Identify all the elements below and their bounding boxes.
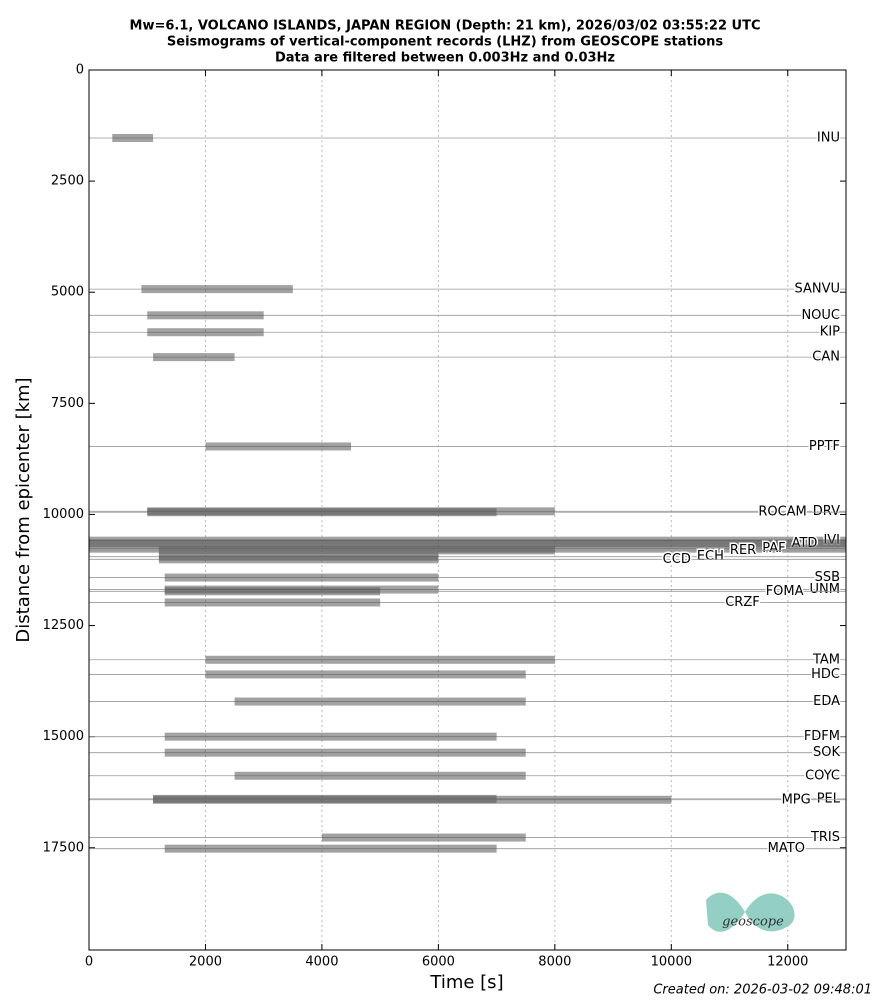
wave-packet: [205, 655, 555, 664]
station-label: CRZF: [725, 595, 760, 610]
y-tick-label: 15000: [43, 729, 84, 744]
wave-packet: [89, 539, 846, 548]
y-tick-label: 0: [76, 63, 84, 78]
station-label: FDFM: [804, 729, 840, 744]
x-axis-label: Time [s]: [429, 972, 503, 993]
wave-packet: [147, 328, 264, 337]
y-tick-label: 10000: [43, 507, 84, 522]
station-label: KIP: [820, 325, 840, 340]
station-label: MPG: [782, 792, 811, 807]
y-tick-label: 7500: [51, 396, 84, 411]
wave-packet: [141, 285, 293, 294]
logo: geoscope: [706, 892, 795, 932]
station-label: SOK: [813, 745, 840, 760]
station-label: NOUC: [801, 308, 840, 323]
x-tick-label: 12000: [767, 955, 808, 970]
station-label: CCD: [663, 552, 691, 567]
station-label: EDA: [813, 694, 840, 709]
station-label: HDC: [811, 667, 840, 682]
x-tick-label: 8000: [538, 955, 571, 970]
title-line: Mw=6.1, VOLCANO ISLANDS, JAPAN REGION (D…: [130, 19, 761, 34]
wave-packet: [158, 546, 555, 555]
y-axis-label: Distance from epicenter [km]: [13, 377, 34, 642]
title-line: Seismograms of vertical-component record…: [167, 35, 723, 50]
wave-packet: [158, 555, 439, 564]
wave-packet: [147, 311, 264, 320]
station-label: ECH: [697, 549, 724, 564]
wave-packet: [153, 353, 235, 362]
wave-packet: [164, 732, 497, 741]
station-label: UNM: [810, 582, 840, 597]
station-label: RER: [730, 543, 756, 558]
wave-packet: [164, 844, 497, 853]
plot-frame: [88, 69, 847, 951]
logo-text: geoscope: [722, 915, 784, 930]
wave-packet: [112, 134, 154, 142]
wave-packet: [205, 442, 352, 451]
station-label: SANVU: [794, 282, 840, 297]
station-label: ROCAM: [758, 505, 806, 520]
station-label: DRV: [813, 504, 840, 519]
station-label: SSB: [815, 570, 840, 585]
station-label: INU: [817, 131, 840, 146]
wave-packet: [205, 670, 526, 679]
x-tick-label: 10000: [651, 955, 692, 970]
wave-packet: [164, 598, 381, 607]
station-label: MATO: [768, 841, 805, 856]
wave-packet: [153, 795, 672, 804]
station-label: TAM: [812, 652, 840, 667]
wave-packet: [147, 508, 497, 517]
station-label: TRIS: [810, 830, 840, 845]
station-label: CAN: [812, 350, 840, 365]
wave-packet: [234, 771, 526, 780]
wave-packet: [164, 587, 381, 596]
station-label: COYC: [805, 768, 840, 783]
y-tick-label: 2500: [51, 174, 84, 189]
x-tick-label: 2000: [189, 955, 222, 970]
footer: Created on: 2026-03-02 09:48:01: [653, 983, 872, 998]
wave-packet: [164, 573, 439, 582]
x-tick-label: 0: [85, 955, 93, 970]
wave-packet: [164, 748, 526, 757]
station-label: FOMA: [766, 584, 804, 599]
logo-shape: [706, 892, 795, 932]
station-label: PEL: [817, 791, 841, 806]
title-line: Data are filtered between 0.003Hz and 0.…: [275, 51, 615, 66]
x-tick-label: 6000: [422, 955, 455, 970]
wave-packet: [321, 833, 526, 842]
y-tick-label: 17500: [43, 840, 84, 855]
x-tick-label: 4000: [305, 955, 338, 970]
y-tick-label: 12500: [43, 618, 84, 633]
station-label: PPTF: [809, 439, 840, 454]
station-label: PAF: [762, 541, 785, 556]
wave-packet: [234, 697, 526, 706]
y-tick-label: 5000: [51, 285, 84, 300]
